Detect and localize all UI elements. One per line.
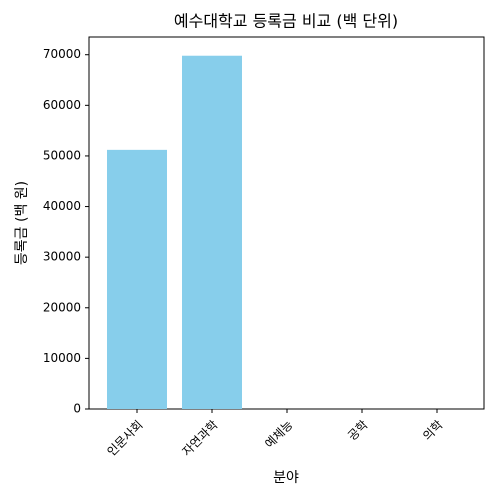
y-tick-label: 30000 xyxy=(43,250,81,264)
chart-title: 예수대학교 등록금 비교 (백 단위) xyxy=(174,12,398,31)
y-tick-label: 10000 xyxy=(43,351,81,365)
y-tick-label: 40000 xyxy=(43,199,81,213)
y-tick-label: 70000 xyxy=(43,47,81,61)
x-tick-label: 예체능 xyxy=(262,418,295,451)
x-axis-label: 분야 xyxy=(273,470,299,486)
x-tick-label: 의학 xyxy=(420,418,446,444)
y-tick-label: 0 xyxy=(73,402,81,416)
y-tick-label: 50000 xyxy=(43,148,81,162)
y-tick-label: 60000 xyxy=(43,98,81,112)
bar xyxy=(107,149,167,410)
x-tick-label: 공학 xyxy=(345,418,371,444)
y-tick-label: 20000 xyxy=(43,300,81,314)
bar xyxy=(182,55,242,409)
x-tick-label: 자연과학 xyxy=(179,418,220,459)
y-axis-label: 등록금 (백 원) xyxy=(14,181,30,265)
x-tick-label: 인문사회 xyxy=(104,418,145,459)
